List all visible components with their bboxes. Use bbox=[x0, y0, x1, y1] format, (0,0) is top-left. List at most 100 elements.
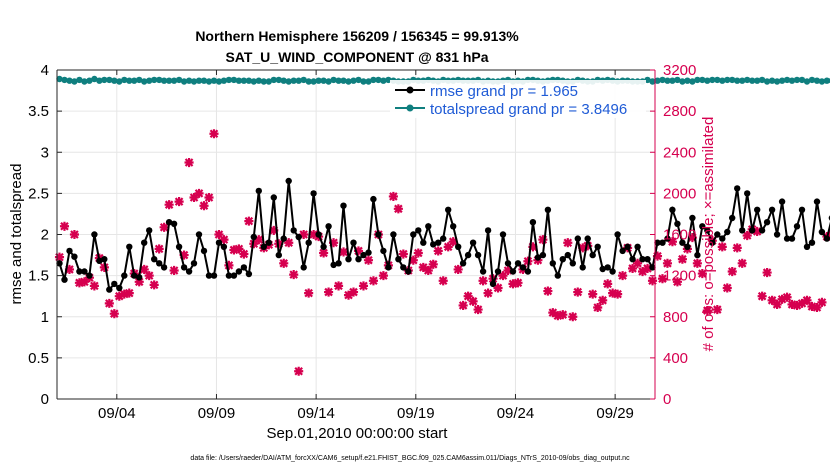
totalspread-point bbox=[215, 78, 223, 85]
totalspread-point bbox=[754, 77, 761, 84]
rmse-point bbox=[185, 268, 193, 275]
rmse-point bbox=[415, 227, 422, 234]
totalspread-point bbox=[350, 77, 357, 84]
assimilated-obs-marker bbox=[388, 191, 398, 202]
totalspread-point bbox=[61, 76, 68, 84]
rmse-point bbox=[569, 260, 576, 267]
rmse-point bbox=[380, 247, 387, 255]
rmse-point bbox=[714, 231, 721, 238]
totalspread-point bbox=[659, 76, 666, 84]
rmse-point bbox=[290, 227, 297, 234]
rmse-point bbox=[684, 243, 691, 250]
assimilated-obs-marker bbox=[54, 252, 65, 262]
assimilated-obs-marker bbox=[782, 292, 792, 302]
rmse-point bbox=[614, 231, 621, 238]
assimilated-obs-marker bbox=[628, 263, 638, 273]
rmse-point bbox=[519, 264, 527, 271]
assimilated-obs-marker bbox=[618, 271, 628, 281]
rmse-point bbox=[793, 223, 801, 230]
rmse-point bbox=[564, 251, 571, 259]
totalspread-point bbox=[758, 76, 766, 84]
rmse-point bbox=[574, 235, 581, 242]
totalspread-point bbox=[66, 77, 73, 84]
totalspread-point bbox=[300, 76, 307, 84]
axes: 09/04 09/09 09/14 09/19 09/24 09/29 0 0.5 1 1.5 2 2… bbox=[28, 62, 696, 422]
totalspread-point bbox=[360, 78, 367, 85]
y-tick-label-right: 2000 bbox=[663, 185, 696, 202]
rmse-point bbox=[654, 239, 661, 246]
totalspread-point bbox=[121, 76, 128, 84]
rmse-point bbox=[116, 284, 123, 292]
totalspread-point bbox=[699, 76, 706, 84]
rmse-point bbox=[141, 239, 148, 246]
assimilated-obs-marker bbox=[428, 259, 438, 269]
totalspread-point bbox=[684, 77, 691, 84]
assimilated-obs-marker bbox=[478, 276, 488, 286]
rmse-point bbox=[514, 260, 522, 267]
totalspread-point bbox=[335, 77, 342, 84]
totalspread-point bbox=[165, 77, 173, 84]
assimilated-obs-marker bbox=[304, 288, 314, 298]
totalspread-point bbox=[225, 76, 233, 84]
assimilated-obs-marker bbox=[433, 246, 443, 256]
y-tick-label-right: 2800 bbox=[663, 103, 696, 120]
assimilated-obs-marker bbox=[598, 295, 608, 305]
rmse-point bbox=[549, 260, 556, 267]
rmse-point bbox=[544, 206, 552, 213]
totalspread-point bbox=[719, 77, 726, 84]
assimilated-obs-marker bbox=[493, 283, 503, 293]
rmse-point bbox=[395, 256, 402, 263]
rmse-point bbox=[534, 254, 542, 261]
rmse-point bbox=[823, 235, 830, 242]
totalspread-point bbox=[340, 77, 347, 84]
rmse-point bbox=[390, 231, 397, 238]
rmse-point bbox=[111, 280, 118, 288]
totalspread-point bbox=[724, 76, 731, 84]
assimilated-obs-marker bbox=[662, 258, 673, 268]
assimilated-obs-marker bbox=[79, 277, 89, 287]
assimilated-obs-marker bbox=[458, 300, 468, 310]
rmse-point bbox=[61, 276, 68, 283]
totalspread-point bbox=[156, 76, 163, 84]
assimilated-obs-marker bbox=[563, 238, 573, 248]
rmse-point bbox=[763, 219, 771, 226]
rmse-point bbox=[225, 272, 233, 279]
rmse-point bbox=[803, 243, 811, 250]
rmse-point bbox=[445, 206, 452, 213]
totalspread-point bbox=[136, 76, 143, 84]
rmse-point bbox=[165, 219, 173, 226]
rmse-point bbox=[180, 264, 188, 271]
totalspread-point bbox=[146, 77, 153, 84]
rmse-point bbox=[469, 239, 477, 246]
rmse-point bbox=[694, 251, 701, 259]
rmse-point bbox=[539, 251, 547, 259]
rmse-point bbox=[504, 260, 512, 267]
rmse-point bbox=[629, 256, 636, 263]
y-tick-label-right: 0 bbox=[663, 391, 671, 408]
assimilated-obs-marker bbox=[169, 265, 179, 276]
assimilated-obs-marker bbox=[348, 287, 359, 297]
rmse-point bbox=[71, 253, 78, 260]
assimilated-obs-marker bbox=[418, 262, 428, 272]
totalspread-point bbox=[704, 77, 711, 84]
assimilated-obs-marker bbox=[324, 287, 334, 297]
rmse-point bbox=[604, 264, 611, 271]
assimilated-obs-marker bbox=[184, 157, 194, 168]
totalspread-point bbox=[823, 77, 830, 84]
rmse-point bbox=[146, 227, 153, 234]
totalspread-point bbox=[325, 78, 332, 85]
rmse-point bbox=[175, 243, 183, 250]
rmse-point bbox=[420, 239, 427, 246]
rmse-point bbox=[778, 198, 786, 205]
totalspread-point bbox=[803, 78, 811, 85]
assimilated-obs-marker bbox=[119, 289, 129, 299]
assimilated-obs-marker bbox=[692, 258, 702, 268]
totalspread-point bbox=[240, 77, 248, 84]
assimilated-obs-marker bbox=[558, 310, 568, 320]
rmse-point bbox=[450, 223, 457, 230]
totalspread-point bbox=[729, 76, 736, 84]
totalspread-point bbox=[290, 77, 297, 84]
assimilated-obs-marker bbox=[712, 305, 722, 315]
rmse-point bbox=[106, 286, 113, 293]
